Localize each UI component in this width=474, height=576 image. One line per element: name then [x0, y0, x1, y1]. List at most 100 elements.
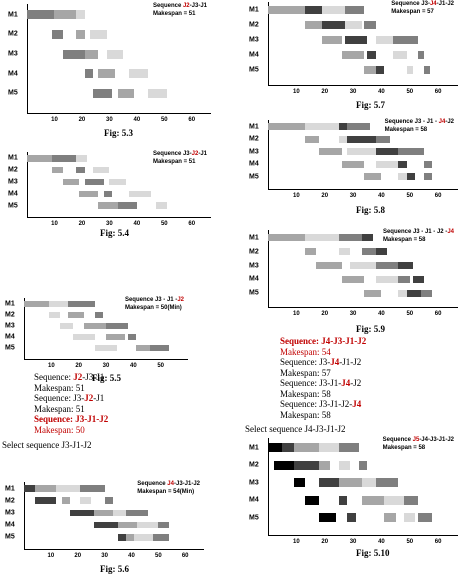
- x-tick-label: 10: [293, 539, 300, 545]
- gantt-bar: [392, 51, 407, 60]
- gantt-bar: [375, 66, 385, 75]
- gantt-bar: [104, 497, 113, 505]
- gantt-bar: [282, 443, 294, 453]
- gantt-bar: [152, 533, 170, 541]
- x-tick-label: 50: [160, 117, 168, 123]
- x-tick-label: 10: [47, 363, 55, 369]
- gantt-bar: [423, 173, 433, 181]
- gantt-bar: [421, 289, 433, 298]
- gantt-bar: [27, 10, 55, 20]
- makespan-label: Makespan = 58: [382, 237, 426, 243]
- chart-axes: [27, 4, 211, 114]
- result-line: Makespan: 57: [280, 367, 331, 378]
- gantt-bar: [341, 51, 365, 60]
- gantt-bar: [93, 521, 119, 529]
- machine-label: M2: [249, 248, 259, 256]
- x-tick-label: 50: [160, 221, 168, 227]
- machine-label: M2: [8, 166, 18, 174]
- x-tick-label: 60: [181, 553, 189, 559]
- gantt-bar: [344, 36, 368, 45]
- x-tick-label: 50: [406, 311, 414, 317]
- machine-label: M1: [8, 154, 18, 162]
- gantt-bar: [392, 36, 419, 45]
- machine-label: M1: [249, 123, 259, 131]
- makespan-label: Makespan = 51: [152, 11, 196, 17]
- gantt-bar: [375, 478, 399, 488]
- gantt-bar: [93, 509, 113, 517]
- machine-label: M4: [8, 190, 18, 198]
- result-line: Sequence: J2-J3-J1: [34, 372, 105, 382]
- gantt-bar: [412, 275, 424, 284]
- machine-label: M5: [5, 344, 15, 352]
- gantt-figure-5-6: M1 M2 M3 M4 M5 10 20 30 40 50 60 Sequence J4-J3-J1-…: [5, 480, 204, 559]
- chart-axes: [268, 2, 458, 86]
- machine-label: M1: [5, 300, 15, 308]
- gantt-bar: [406, 289, 422, 298]
- gantt-bar: [358, 460, 368, 470]
- gantt-bar: [338, 233, 362, 242]
- machine-label: M1: [8, 11, 18, 19]
- gantt-bar: [76, 10, 85, 20]
- gantt-bar: [109, 178, 126, 186]
- gantt-bar: [76, 167, 85, 174]
- gantt-bar: [364, 289, 382, 298]
- x-tick-label: 10: [51, 221, 58, 227]
- gantt-bar: [319, 460, 331, 470]
- gantt-bar: [79, 190, 99, 198]
- chart-axes: [268, 120, 458, 190]
- gantt-figure-5-9: M1 M2 M3 M4 M5 10 20 30 40 50 60 Sequence J3 - J1 -…: [249, 229, 458, 317]
- machine-label: M5: [8, 89, 18, 97]
- gantt-bar: [398, 173, 407, 181]
- caption-fig-5-4: Fig: 5.4: [100, 228, 129, 238]
- gantt-bar: [398, 148, 424, 156]
- gantt-bar: [338, 460, 351, 470]
- gantt-bar: [367, 51, 376, 60]
- sequence-info: Sequence J4-J3-J1-J2 Makespan = 54(Min): [137, 480, 200, 496]
- x-tick-label: 30: [349, 89, 357, 95]
- gantt-bar: [321, 6, 345, 15]
- gantt-bar: [27, 155, 52, 162]
- gantt-bar: [128, 190, 151, 198]
- gantt-bar: [24, 301, 49, 308]
- machine-label: M4: [5, 521, 15, 529]
- gantt-bar: [112, 509, 127, 517]
- machine-label: M3: [249, 479, 259, 487]
- x-tick-label: 30: [101, 553, 108, 559]
- machine-label: M4: [8, 70, 18, 78]
- results-text-left: Sequence: J2-J3-J1 Makespan: 51 Sequence: …: [34, 372, 108, 435]
- gantt-bar: [92, 167, 110, 174]
- x-tick-label: 60: [188, 117, 196, 123]
- sequence-info: Sequence J3 - J1 -J2 Makespan = 50(Min): [125, 296, 184, 312]
- gantt-bar: [103, 190, 113, 198]
- machine-label: M2: [8, 30, 18, 38]
- gantt-bar: [90, 29, 107, 39]
- gantt-bar: [84, 49, 99, 59]
- gantt-bar: [76, 155, 88, 162]
- gantt-bar: [384, 513, 396, 523]
- gantt-figure-5-7: M1 M2 M3 M4 M5 10 20 30 40 50 60 Sequence J3-J4-J1-…: [249, 1, 458, 95]
- sequence-label: Sequence J3 - J1 - J4-J2: [384, 119, 454, 125]
- x-tick-label: 30: [349, 193, 357, 199]
- x-tick-label: 30: [349, 311, 357, 317]
- chart-axes: [268, 438, 458, 536]
- x-tick-label: 50: [406, 89, 414, 95]
- gantt-bar: [51, 155, 77, 162]
- gantt-bar: [398, 289, 407, 298]
- gantt-bar: [273, 460, 294, 470]
- gantt-bar: [98, 69, 115, 79]
- result-line: Sequence: J3-J1-J4-J2: [280, 378, 362, 388]
- results-text-right: Sequence: J4-J3-J1-J2 Makespan: 54 Sequenc…: [280, 336, 366, 420]
- machine-label: M4: [249, 275, 259, 283]
- result-line: Sequence: J3-J1-J2-J4: [280, 399, 362, 409]
- result-line: Sequence: J3-J1-J2: [34, 414, 109, 424]
- machine-label: M4: [249, 51, 259, 59]
- gantt-bar: [319, 443, 339, 453]
- gantt-bar: [418, 513, 433, 523]
- machine-label: M4: [5, 333, 15, 341]
- select-sequence-left: Select sequence J3-J1-J2: [2, 440, 92, 450]
- gantt-bar: [293, 443, 320, 453]
- x-tick-label: 40: [128, 553, 135, 559]
- x-tick-label: 50: [154, 553, 162, 559]
- x-tick-label: 10: [293, 311, 300, 317]
- result-line: Makespan: 54: [280, 346, 331, 357]
